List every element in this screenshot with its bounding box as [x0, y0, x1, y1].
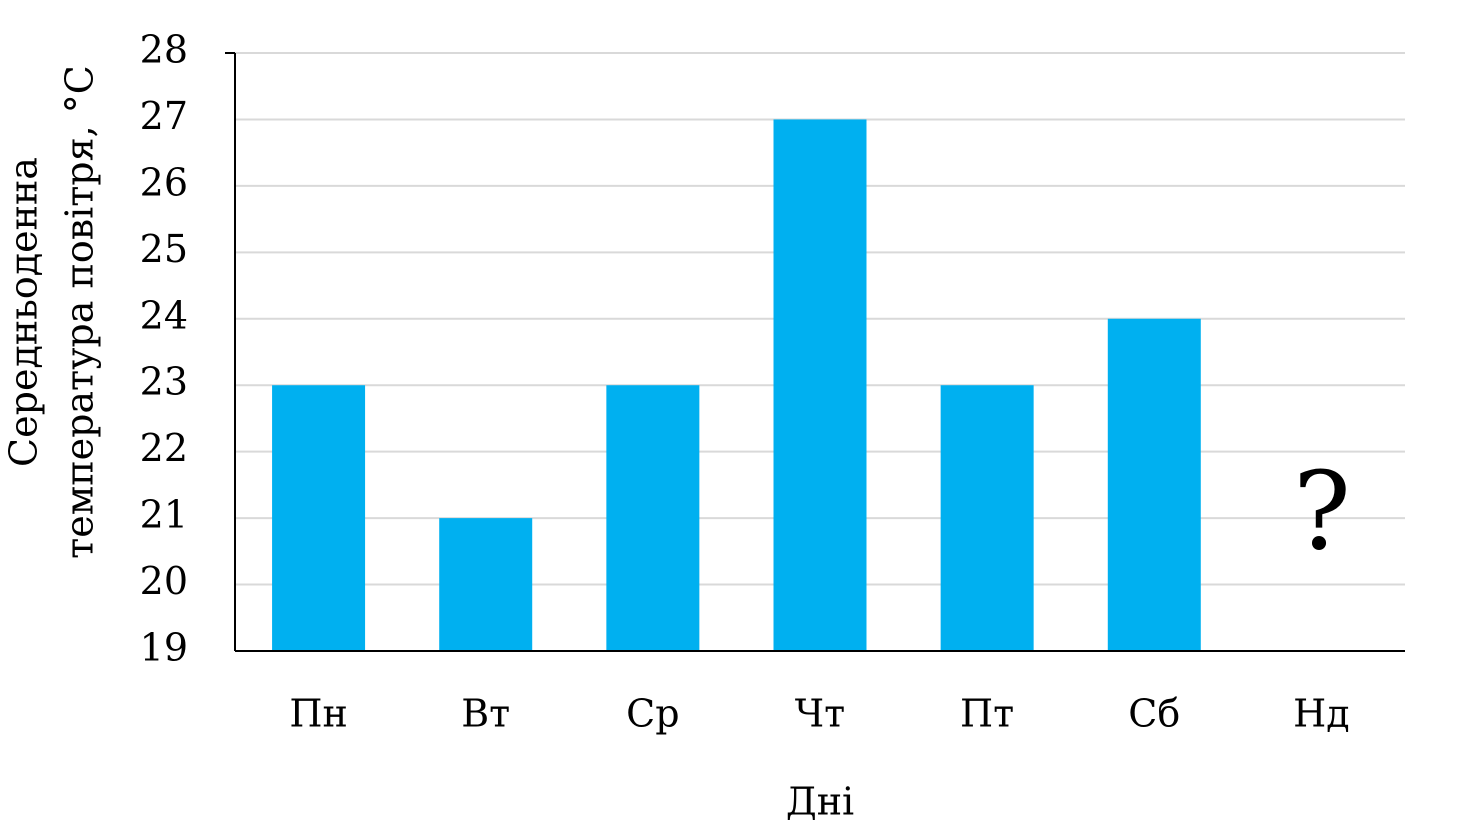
y-tick-label: 19	[140, 626, 188, 670]
bar-2	[606, 385, 700, 651]
y-tick-label: 25	[140, 227, 188, 271]
x-tick-label: Ср	[626, 692, 679, 736]
x-tick-label: Вт	[461, 692, 510, 736]
y-axis-label-line-2: температура повітря, °С	[58, 65, 102, 559]
missing-value-annotation: ?	[1293, 449, 1351, 574]
y-tick-label: 28	[140, 28, 188, 72]
bar-4	[940, 385, 1034, 651]
y-tick-label: 20	[140, 559, 188, 603]
y-tick-label: 24	[140, 293, 188, 337]
bar-5	[1107, 318, 1201, 651]
y-tick-label: 22	[140, 426, 188, 470]
category-layer: Пн Вт Ср Чт Пт Сб Нд	[289, 692, 1349, 736]
bar-3	[773, 119, 867, 651]
x-tick-label: Пн	[289, 692, 347, 736]
bar-1	[439, 518, 533, 651]
bar-0	[272, 385, 366, 651]
tick-layer: 19 20 21 22 23 24 25 26 27 28	[140, 28, 188, 670]
x-tick-label: Нд	[1293, 692, 1350, 736]
bar-layer	[272, 119, 1201, 651]
y-tick-label: 27	[140, 94, 188, 138]
x-tick-label: Сб	[1128, 692, 1180, 736]
x-axis-label: Дні	[786, 780, 854, 820]
x-tick-label: Чт	[795, 692, 845, 736]
y-tick-label: 23	[140, 360, 188, 404]
y-tick-label: 26	[140, 160, 188, 204]
y-axis-label-line-1: Середньоденна	[2, 157, 46, 467]
y-axis-label: Середньоденна температура повітря, °С	[2, 65, 102, 559]
y-tick-label: 21	[140, 493, 188, 537]
axis-layer	[225, 52, 1405, 652]
x-tick-label: Пт	[960, 692, 1014, 736]
